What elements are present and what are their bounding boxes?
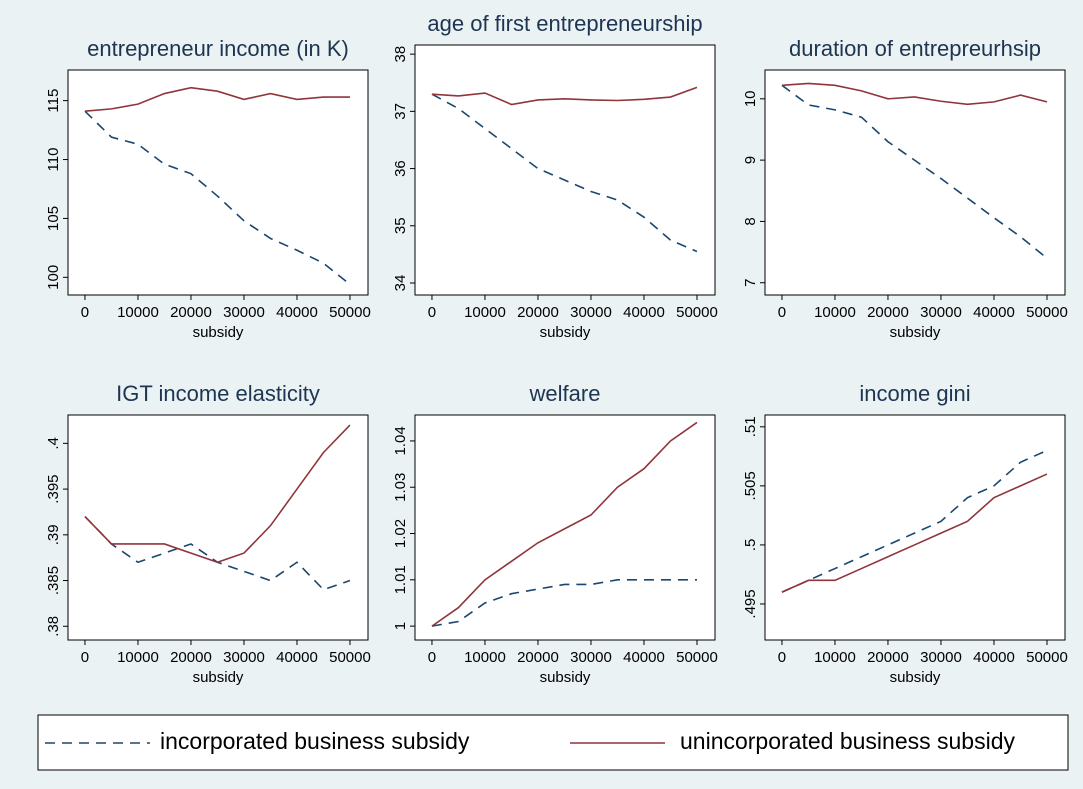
plot-area bbox=[764, 69, 1066, 296]
x-tick-label: 40000 bbox=[276, 304, 318, 321]
x-tick-label: 40000 bbox=[276, 649, 318, 666]
plot-area bbox=[414, 44, 716, 296]
x-axis-label: subsidy bbox=[193, 324, 244, 341]
plot-area bbox=[67, 69, 369, 296]
y-tick-label: 7 bbox=[742, 279, 759, 287]
chart-title: duration of entrepreurhsip bbox=[789, 36, 1041, 61]
y-tick-label: 115 bbox=[45, 89, 62, 113]
x-axis-label: subsidy bbox=[193, 669, 244, 686]
x-tick-label: 30000 bbox=[920, 649, 962, 666]
x-tick-label: 10000 bbox=[464, 649, 506, 666]
plot-area bbox=[414, 414, 716, 641]
x-tick-label: 20000 bbox=[170, 304, 212, 321]
x-tick-label: 20000 bbox=[867, 304, 909, 321]
x-tick-label: 20000 bbox=[170, 649, 212, 666]
y-tick-label: 1.04 bbox=[392, 426, 409, 455]
x-tick-label: 40000 bbox=[623, 649, 665, 666]
x-tick-label: 0 bbox=[778, 649, 786, 666]
x-axis-label: subsidy bbox=[890, 324, 941, 341]
x-tick-label: 10000 bbox=[464, 304, 506, 321]
x-tick-label: 50000 bbox=[1026, 304, 1068, 321]
y-tick-label: .395 bbox=[45, 474, 62, 503]
x-tick-label: 50000 bbox=[329, 649, 371, 666]
x-tick-label: 0 bbox=[428, 649, 436, 666]
y-tick-label: 1.03 bbox=[392, 473, 409, 502]
series-line bbox=[84, 86, 350, 113]
series-line bbox=[431, 93, 698, 253]
x-tick-label: 0 bbox=[81, 649, 89, 666]
y-tick-label: 1.02 bbox=[392, 519, 409, 548]
x-tick-label: 30000 bbox=[920, 304, 962, 321]
x-tick-label: 10000 bbox=[117, 649, 159, 666]
x-tick-label: 50000 bbox=[1026, 649, 1068, 666]
y-tick-label: 10 bbox=[742, 90, 759, 107]
y-tick-label: 9 bbox=[742, 156, 759, 164]
x-tick-label: 40000 bbox=[623, 304, 665, 321]
x-tick-label: 40000 bbox=[973, 304, 1015, 321]
y-tick-label: 35 bbox=[392, 217, 409, 234]
x-axis-label: subsidy bbox=[890, 669, 941, 686]
y-tick-label: 100 bbox=[45, 265, 62, 290]
x-tick-label: 30000 bbox=[223, 304, 265, 321]
y-tick-label: .505 bbox=[742, 471, 759, 500]
y-tick-label: 8 bbox=[742, 217, 759, 225]
chart-title: entrepreneur income (in K) bbox=[87, 36, 349, 61]
x-tick-label: 20000 bbox=[517, 649, 559, 666]
y-tick-label: 105 bbox=[45, 206, 62, 231]
series-line bbox=[781, 449, 1048, 593]
y-tick-label: 110 bbox=[45, 148, 62, 172]
x-tick-label: 0 bbox=[778, 304, 786, 321]
series-line bbox=[431, 86, 698, 106]
y-tick-label: .39 bbox=[45, 524, 62, 545]
chart-title: IGT income elasticity bbox=[116, 381, 320, 406]
chart-title: welfare bbox=[529, 381, 601, 406]
plot-area bbox=[67, 414, 369, 641]
y-tick-label: 38 bbox=[392, 46, 409, 63]
x-tick-label: 30000 bbox=[223, 649, 265, 666]
legend-box bbox=[37, 714, 1069, 771]
y-tick-label: .385 bbox=[45, 566, 62, 595]
x-tick-label: 50000 bbox=[329, 304, 371, 321]
x-tick-label: 10000 bbox=[814, 649, 856, 666]
x-tick-label: 0 bbox=[428, 304, 436, 321]
series-line bbox=[84, 110, 351, 286]
series-line bbox=[431, 579, 697, 627]
chart-title: income gini bbox=[859, 381, 970, 406]
legend-label: incorporated business subsidy bbox=[160, 728, 470, 754]
x-tick-label: 10000 bbox=[117, 304, 159, 321]
y-tick-label: 36 bbox=[392, 160, 409, 177]
x-tick-label: 0 bbox=[81, 304, 89, 321]
series-line bbox=[781, 473, 1048, 593]
x-tick-label: 50000 bbox=[676, 649, 718, 666]
x-tick-label: 30000 bbox=[570, 304, 612, 321]
y-tick-label: 1.01 bbox=[392, 565, 409, 594]
y-tick-label: 37 bbox=[392, 103, 409, 120]
x-tick-label: 10000 bbox=[814, 304, 856, 321]
x-tick-label: 30000 bbox=[570, 649, 612, 666]
legend-label: unincorporated business subsidy bbox=[680, 728, 1015, 754]
y-tick-label: .495 bbox=[742, 589, 759, 618]
x-axis-label: subsidy bbox=[540, 324, 591, 341]
series-line bbox=[781, 82, 1048, 106]
y-tick-label: .38 bbox=[45, 616, 62, 637]
y-tick-label: .51 bbox=[742, 416, 759, 437]
x-tick-label: 20000 bbox=[867, 649, 909, 666]
series-line bbox=[431, 421, 698, 627]
y-tick-label: 1 bbox=[392, 622, 409, 630]
y-tick-label: .5 bbox=[742, 539, 759, 552]
y-tick-label: .4 bbox=[45, 437, 62, 450]
chart-title: age of first entrepreneurship bbox=[427, 11, 702, 36]
series-line bbox=[781, 84, 1048, 259]
x-tick-label: 20000 bbox=[517, 304, 559, 321]
y-tick-label: 34 bbox=[392, 275, 409, 292]
x-tick-label: 40000 bbox=[973, 649, 1015, 666]
plot-area bbox=[764, 414, 1066, 641]
x-tick-label: 50000 bbox=[676, 304, 718, 321]
x-axis-label: subsidy bbox=[540, 669, 591, 686]
series-line bbox=[84, 424, 351, 564]
